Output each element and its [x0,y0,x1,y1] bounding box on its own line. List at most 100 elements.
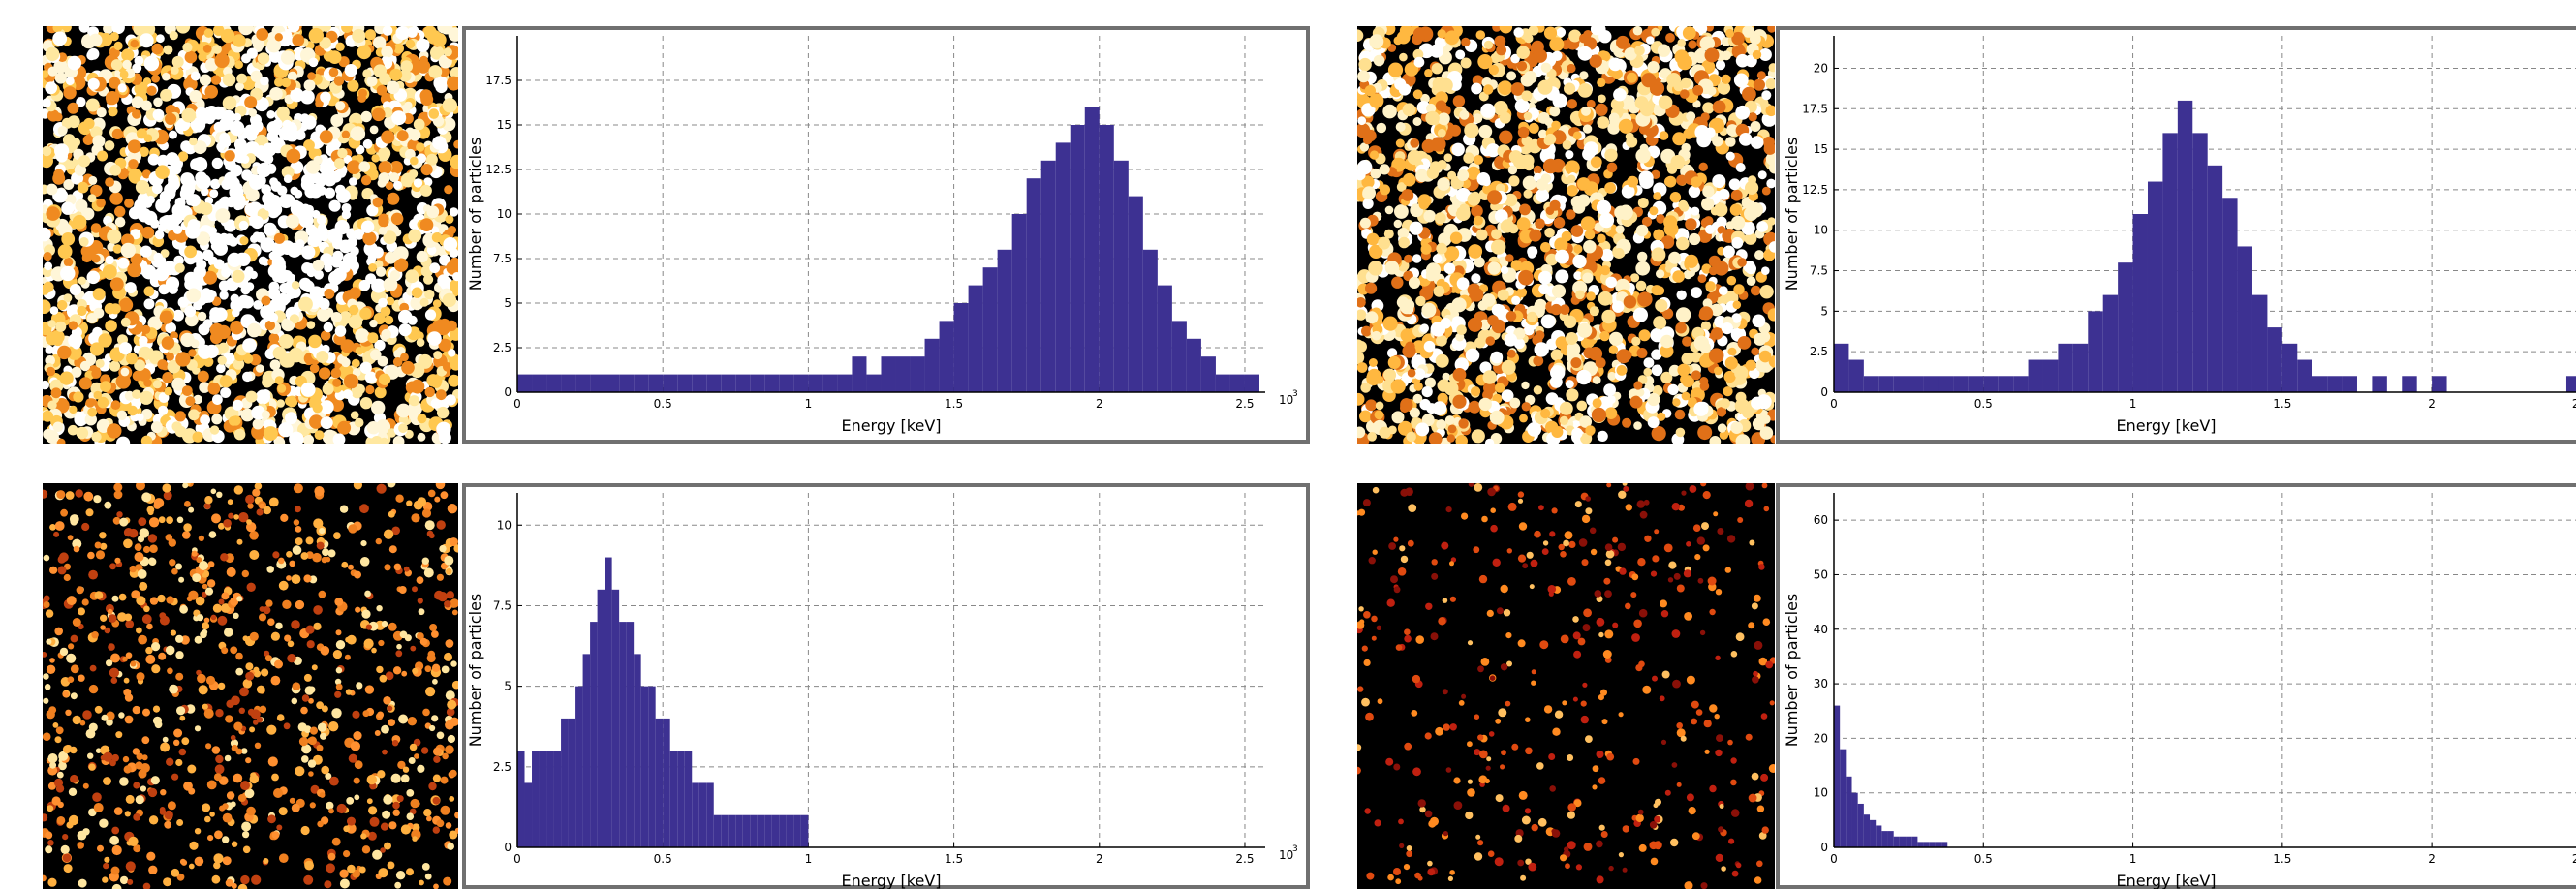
particle [1360,218,1371,229]
particle [367,421,380,434]
particle [109,361,120,372]
y-tick-label: 7.5 [493,252,512,265]
particle [78,182,89,194]
particle [1477,54,1492,69]
particle [277,384,286,393]
particle [1357,116,1366,125]
particle [450,280,461,291]
particle [332,838,341,846]
particle [431,715,438,721]
particle [132,96,144,108]
bar [793,375,808,392]
particle [1496,46,1506,56]
particle [281,270,293,282]
bar [1056,142,1071,392]
particle [70,775,78,783]
particle [1733,301,1742,310]
particle [166,758,173,766]
particle [137,128,147,138]
particle [194,265,206,278]
particle [1567,175,1576,184]
particle [1544,228,1555,238]
particle [1359,411,1372,423]
particle [149,544,158,553]
particle [273,347,287,360]
particle [147,86,157,96]
particle [331,257,342,267]
particle [1519,204,1531,216]
particle [47,665,55,674]
particle [428,490,436,498]
bar [954,303,969,392]
particle [153,706,160,713]
particle [1399,53,1408,62]
particle [202,704,208,710]
particle [1633,26,1643,36]
particle [46,346,54,354]
particle [1700,382,1710,391]
particle [295,506,301,512]
particle [261,389,270,399]
particle [1403,173,1416,187]
particle [449,27,463,42]
particle [272,551,279,558]
particle [1394,220,1402,228]
particle [1766,179,1776,189]
bar [2222,198,2237,392]
particle [1633,421,1642,430]
particle [247,48,258,59]
particle [448,226,456,234]
particle [313,518,323,528]
particle [341,21,353,33]
particle [151,664,160,673]
particle [1633,308,1648,322]
particle [63,86,76,99]
particle [284,122,297,136]
particle [166,152,179,166]
particle [175,198,186,208]
bar [1909,376,1923,392]
particle [1451,143,1465,157]
particle [1469,401,1481,414]
particle [114,42,123,50]
particle [437,20,450,33]
particle [222,836,229,843]
bar [721,375,735,392]
particle [1680,89,1690,99]
particle [363,710,370,717]
particle [1675,49,1690,64]
particle [136,795,144,804]
particle [64,258,74,267]
particle [1702,102,1714,113]
particle [1597,116,1609,129]
particle [92,135,105,147]
particle [96,550,105,559]
particle [436,389,447,400]
particle [232,842,237,847]
particle [416,39,429,52]
particle [317,186,326,196]
particle [221,592,229,599]
particle [119,777,129,786]
particle [1484,41,1493,49]
particle [1509,398,1520,409]
particle [115,731,122,738]
particle [1609,113,1620,124]
particle [1716,60,1725,70]
particle [91,631,98,638]
y-tick-label: 20 [1814,61,1828,75]
particle [82,598,89,605]
particle [1630,273,1639,282]
bar [706,375,721,392]
particle [153,253,163,262]
particle [1491,229,1502,239]
particle [1538,112,1550,124]
particle [1676,237,1690,251]
particle [95,591,104,599]
particle [1760,426,1774,440]
particle [1464,123,1478,138]
particle [379,438,388,447]
particle [396,404,411,418]
particle [304,186,317,199]
particle [1415,169,1428,182]
